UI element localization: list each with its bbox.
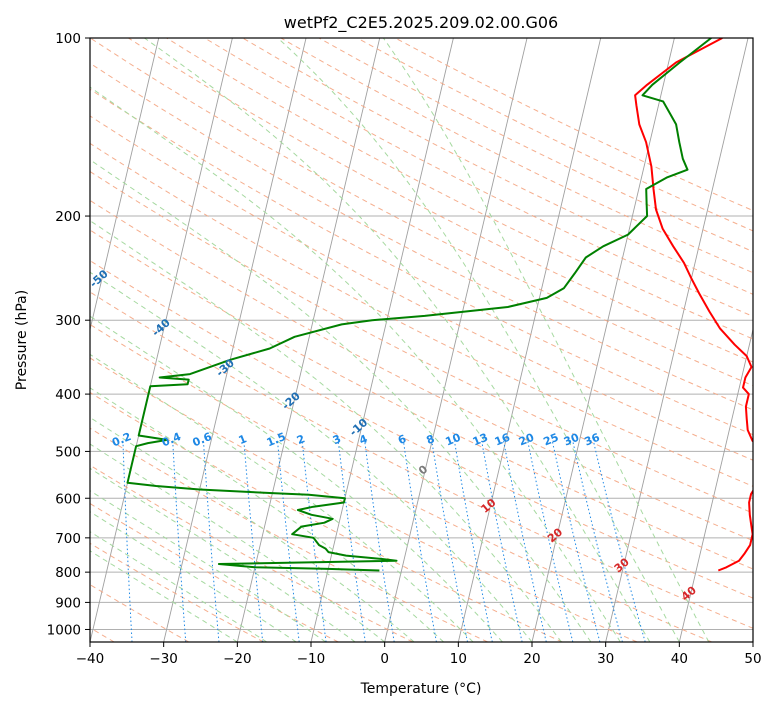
mixing-ratio-label: 3 xyxy=(331,432,343,447)
moist-adiabat xyxy=(90,387,444,642)
x-axis-label: Temperature (°C) xyxy=(360,681,482,697)
moist-adiabat xyxy=(90,443,386,642)
mixing-ratio-line xyxy=(527,440,574,642)
mixing-ratio-line xyxy=(202,440,220,642)
x-tick-label: 0 xyxy=(380,651,389,667)
dry-adiabat xyxy=(90,38,753,387)
y-axis-label: Pressure (hPa) xyxy=(14,290,30,390)
pressure-gridlines xyxy=(90,38,753,630)
isotherm xyxy=(678,327,753,642)
y-tick-label: 200 xyxy=(55,209,81,225)
dry-adiabat xyxy=(90,357,638,642)
moist-adiabat xyxy=(90,416,415,642)
dry-adiabat xyxy=(90,391,563,642)
y-tick-label: 500 xyxy=(55,444,81,460)
x-tick-label: 50 xyxy=(744,651,761,667)
moist-adiabat xyxy=(90,271,533,642)
dry-adiabat xyxy=(90,502,339,642)
plot-frame xyxy=(89,37,754,643)
moist-adiabat xyxy=(144,38,651,642)
chart-title: wetPf2_C2E5.2025.209.02.00.G06 xyxy=(284,13,558,33)
isotherm xyxy=(163,38,307,642)
mixing-ratio-line xyxy=(503,440,547,642)
mixing-ratio-line xyxy=(402,440,437,642)
dry-adiabat xyxy=(90,291,753,629)
mixing-ratio-label: 36 xyxy=(583,431,602,449)
mixing-ratio-label: 2 xyxy=(295,432,307,447)
y-tick-label: 800 xyxy=(55,565,81,581)
isotherm xyxy=(236,38,381,642)
isotherm xyxy=(384,38,528,642)
plot-area: -100-90-80-70-60-50-40-30-20-10010203040… xyxy=(90,38,753,642)
mixing-ratio-label: 30 xyxy=(562,431,581,449)
dry-adiabat xyxy=(90,260,753,599)
dewpoint-profile xyxy=(126,38,712,572)
y-axis-ticks: 100 200 300 400 500 600 700 800 900 1000 xyxy=(47,31,90,638)
dry-adiabat xyxy=(90,229,753,570)
mixing-ratio-label: 13 xyxy=(471,431,490,449)
mixing-ratio-line xyxy=(431,440,468,642)
mixing-ratio-line xyxy=(337,440,366,642)
x-tick-label: 20 xyxy=(523,651,540,667)
x-tick-label: −10 xyxy=(297,651,326,667)
sounding-profiles xyxy=(126,38,753,572)
y-tick-label: 300 xyxy=(55,313,81,329)
mixing-ratio-line xyxy=(453,440,493,642)
mixing-ratio-label: 8 xyxy=(425,432,437,447)
mixing-ratio-line xyxy=(172,440,187,642)
moist-adiabat-lines xyxy=(90,38,710,642)
x-tick-label: −40 xyxy=(76,651,105,667)
dry-adiabat xyxy=(90,142,753,487)
x-tick-label: 40 xyxy=(671,651,688,667)
dry-adiabat xyxy=(90,464,414,642)
mixing-ratio-label: 25 xyxy=(541,431,560,449)
dry-adiabat-lines xyxy=(90,38,753,642)
dry-adiabat xyxy=(90,199,753,542)
x-axis-ticks: −40 −30 −20 −10 0 10 20 30 40 50 xyxy=(76,642,762,667)
x-tick-label: −30 xyxy=(149,651,178,667)
mixing-ratio-line xyxy=(364,440,395,642)
mixing-ratio-label: 1 xyxy=(237,432,249,447)
mixing-ratio-line xyxy=(301,440,327,642)
mixing-ratio-line xyxy=(551,440,601,642)
x-tick-label: 30 xyxy=(597,651,614,667)
y-tick-label: 900 xyxy=(55,595,81,611)
mixing-ratio-label: 20 xyxy=(517,431,536,449)
x-tick-label: 10 xyxy=(450,651,467,667)
mixing-ratio-line xyxy=(592,440,646,642)
moist-adiabat xyxy=(90,159,592,642)
dry-adiabat xyxy=(90,427,488,642)
dry-adiabat xyxy=(204,38,753,317)
dry-adiabat xyxy=(166,38,753,340)
moist-adiabat xyxy=(277,38,680,642)
dry-adiabat xyxy=(90,584,190,642)
mixing-ratio-line xyxy=(122,440,133,642)
moist-adiabat xyxy=(90,467,356,642)
y-tick-label: 700 xyxy=(55,531,81,547)
moist-adiabat xyxy=(90,220,562,642)
x-tick-label: −20 xyxy=(223,651,252,667)
moist-adiabat xyxy=(90,490,326,642)
mixing-ratio-line xyxy=(481,440,523,642)
mixing-ratio-label: 16 xyxy=(493,431,512,449)
y-tick-label: 400 xyxy=(55,387,81,403)
mixing-ratio-line xyxy=(243,440,264,642)
y-tick-label: 1000 xyxy=(47,622,81,638)
y-tick-label: 600 xyxy=(55,491,81,507)
dry-adiabat xyxy=(90,88,753,436)
moist-adiabat xyxy=(382,38,710,642)
moist-adiabat xyxy=(90,86,621,642)
isotherm xyxy=(605,38,749,642)
isotherm xyxy=(90,38,233,642)
isotherm xyxy=(531,38,675,642)
y-tick-label: 100 xyxy=(55,31,81,47)
mixing-ratio-line xyxy=(572,440,623,642)
moist-adiabat xyxy=(90,315,503,642)
isotherm xyxy=(90,38,160,332)
mixing-ratio-lines xyxy=(122,440,646,642)
mixing-ratio-label: 10 xyxy=(444,431,463,449)
temperature-profile xyxy=(634,38,753,572)
mixing-ratio-line xyxy=(277,440,300,642)
